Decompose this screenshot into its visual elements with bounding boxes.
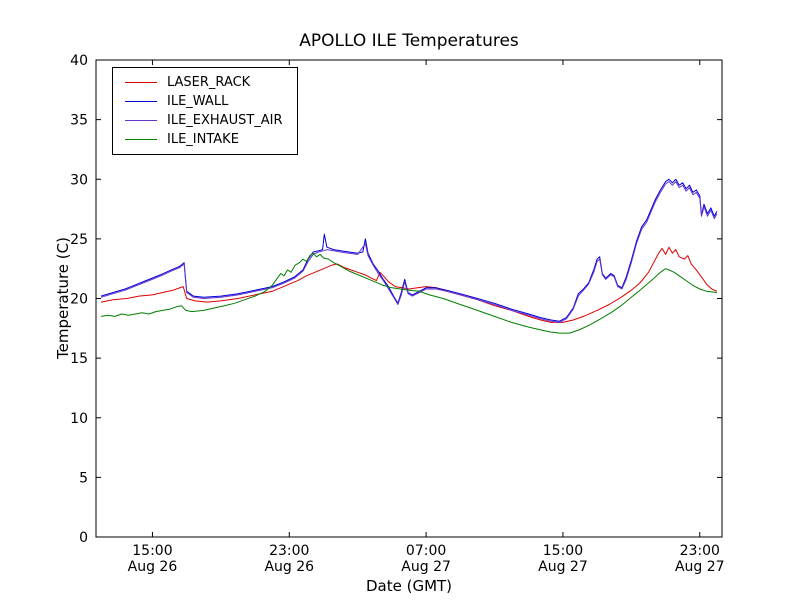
- x-tick-label-date: Aug 27: [538, 559, 588, 575]
- legend-line-sample: [125, 82, 157, 83]
- chart-title: APOLLO ILE Temperatures: [299, 31, 519, 51]
- legend-label: ILE_WALL: [167, 94, 229, 109]
- series-line-ILE_INTAKE: [101, 252, 717, 334]
- series-line-LASER_RACK: [101, 246, 718, 323]
- y-tick-label: 35: [70, 113, 88, 129]
- legend-line-sample: [125, 139, 157, 140]
- x-tick-label-time: 23:00: [269, 543, 309, 559]
- y-tick-label: 15: [70, 351, 88, 367]
- x-tick-label-time: 23:00: [680, 543, 720, 559]
- y-tick-label: 10: [70, 411, 88, 427]
- legend-line-sample: [125, 101, 157, 102]
- legend-item-ILE_WALL: ILE_WALL: [125, 94, 283, 109]
- legend-item-LASER_RACK: LASER_RACK: [125, 75, 283, 90]
- x-tick-label-date: Aug 27: [401, 559, 451, 575]
- series-line-ILE_EXHAUST_AIR: [100, 181, 718, 323]
- y-axis-label: Temperature (C): [54, 237, 72, 359]
- x-tick-label-time: 07:00: [406, 543, 446, 559]
- legend-label: ILE_EXHAUST_AIR: [167, 113, 283, 128]
- legend-item-ILE_EXHAUST_AIR: ILE_EXHAUST_AIR: [125, 113, 283, 128]
- y-tick-label: 20: [70, 292, 88, 308]
- legend: LASER_RACK ILE_WALL ILE_EXHAUST_AIR ILE_INT…: [112, 67, 298, 155]
- x-tick-label-date: Aug 27: [675, 559, 725, 575]
- x-tick-label-date: Aug 26: [264, 559, 314, 575]
- y-tick-label: 5: [79, 470, 88, 486]
- x-tick-label-time: 15:00: [543, 543, 583, 559]
- axes-frame: [95, 59, 723, 538]
- legend-label: LASER_RACK: [167, 75, 251, 90]
- legend-item-ILE_INTAKE: ILE_INTAKE: [125, 132, 283, 147]
- legend-line-sample: [125, 120, 157, 121]
- y-tick-label: 40: [70, 53, 88, 69]
- y-tick-label: 25: [70, 232, 88, 248]
- y-tick-label: 30: [70, 172, 88, 188]
- legend-label: ILE_INTAKE: [167, 132, 239, 147]
- x-axis-label: Date (GMT): [365, 577, 453, 595]
- x-tick-label-time: 15:00: [132, 543, 172, 559]
- y-tick-label: 0: [79, 530, 88, 546]
- series-line-ILE_WALL: [100, 178, 718, 322]
- x-tick-label-date: Aug 26: [128, 559, 178, 575]
